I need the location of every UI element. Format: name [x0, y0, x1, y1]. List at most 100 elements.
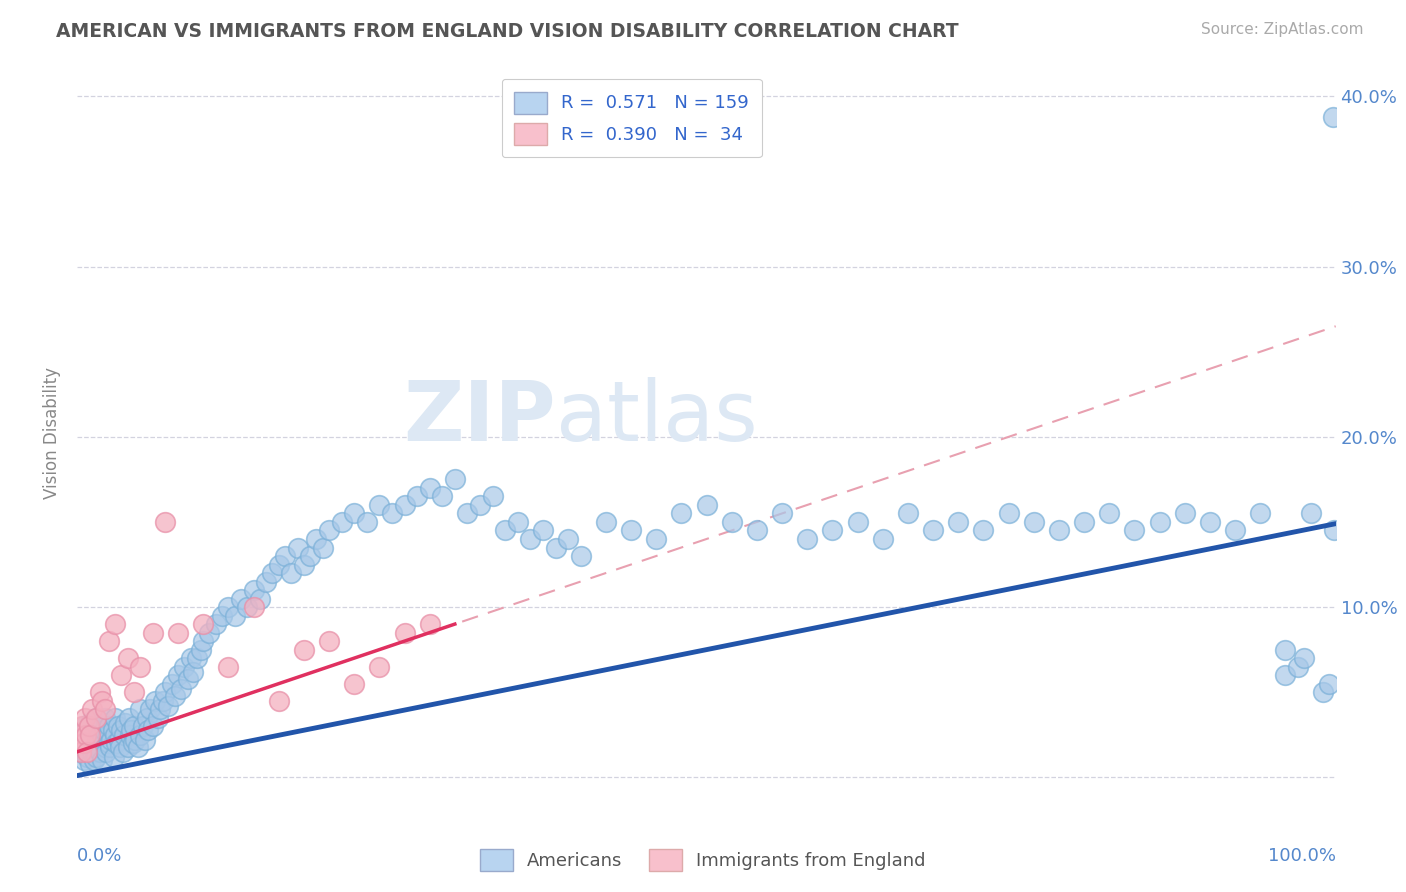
- Point: [318, 524, 340, 538]
- Point: [129, 728, 152, 742]
- Point: [143, 694, 166, 708]
- Point: [152, 694, 174, 708]
- Point: [67, 736, 90, 750]
- Point: [181, 665, 204, 679]
- Point: [229, 591, 252, 606]
- Point: [180, 651, 202, 665]
- Point: [155, 515, 177, 529]
- Point: [262, 566, 284, 580]
- Point: [494, 524, 516, 538]
- Point: [696, 498, 718, 512]
- Point: [70, 745, 93, 759]
- Point: [444, 472, 467, 486]
- Legend: R =  0.571   N = 159, R =  0.390   N =  34: R = 0.571 N = 159, R = 0.390 N = 34: [502, 78, 762, 157]
- Point: [79, 736, 101, 750]
- Point: [394, 498, 416, 512]
- Point: [135, 711, 157, 725]
- Point: [132, 719, 155, 733]
- Point: [186, 651, 208, 665]
- Point: [100, 732, 122, 747]
- Point: [104, 617, 127, 632]
- Point: [1223, 524, 1246, 538]
- Point: [381, 507, 404, 521]
- Point: [90, 719, 112, 733]
- Point: [419, 617, 441, 632]
- Point: [72, 719, 94, 733]
- Point: [242, 582, 264, 597]
- Point: [101, 723, 124, 737]
- Point: [481, 490, 503, 504]
- Point: [1249, 507, 1271, 521]
- Point: [112, 728, 135, 742]
- Point: [292, 642, 315, 657]
- Point: [1286, 659, 1309, 673]
- Point: [1294, 651, 1316, 665]
- Point: [343, 676, 366, 690]
- Point: [98, 739, 121, 754]
- Point: [105, 736, 128, 750]
- Point: [117, 739, 139, 754]
- Point: [671, 507, 693, 521]
- Point: [1098, 507, 1121, 521]
- Point: [134, 732, 156, 747]
- Point: [544, 541, 567, 555]
- Point: [83, 732, 105, 747]
- Point: [122, 685, 145, 699]
- Point: [1312, 685, 1334, 699]
- Point: [72, 719, 94, 733]
- Point: [368, 659, 391, 673]
- Point: [89, 745, 111, 759]
- Point: [948, 515, 970, 529]
- Point: [299, 549, 322, 563]
- Point: [69, 728, 91, 742]
- Point: [96, 745, 118, 759]
- Point: [318, 634, 340, 648]
- Text: 0.0%: 0.0%: [77, 847, 122, 865]
- Point: [211, 608, 233, 623]
- Point: [86, 736, 108, 750]
- Point: [80, 739, 103, 754]
- Point: [165, 689, 187, 703]
- Point: [745, 524, 768, 538]
- Point: [136, 723, 159, 737]
- Point: [87, 739, 110, 754]
- Point: [84, 711, 107, 725]
- Point: [236, 600, 259, 615]
- Point: [872, 532, 894, 546]
- Point: [91, 753, 114, 767]
- Point: [1323, 524, 1346, 538]
- Point: [94, 702, 117, 716]
- Point: [108, 739, 131, 754]
- Point: [1299, 507, 1322, 521]
- Legend: Americans, Immigrants from England: Americans, Immigrants from England: [472, 842, 934, 879]
- Point: [177, 672, 200, 686]
- Point: [972, 524, 994, 538]
- Point: [1149, 515, 1171, 529]
- Point: [217, 600, 239, 615]
- Point: [1199, 515, 1222, 529]
- Point: [117, 651, 139, 665]
- Point: [94, 711, 117, 725]
- Point: [224, 608, 246, 623]
- Text: 100.0%: 100.0%: [1268, 847, 1336, 865]
- Point: [190, 642, 212, 657]
- Point: [91, 694, 114, 708]
- Point: [1174, 507, 1197, 521]
- Point: [569, 549, 592, 563]
- Point: [274, 549, 297, 563]
- Point: [394, 625, 416, 640]
- Point: [84, 711, 107, 725]
- Point: [75, 723, 97, 737]
- Point: [108, 732, 131, 747]
- Point: [72, 732, 94, 747]
- Point: [531, 524, 554, 538]
- Point: [173, 659, 195, 673]
- Point: [103, 749, 125, 764]
- Point: [156, 698, 179, 713]
- Point: [146, 711, 169, 725]
- Point: [1022, 515, 1045, 529]
- Point: [89, 728, 111, 742]
- Point: [97, 736, 120, 750]
- Point: [557, 532, 579, 546]
- Point: [267, 694, 290, 708]
